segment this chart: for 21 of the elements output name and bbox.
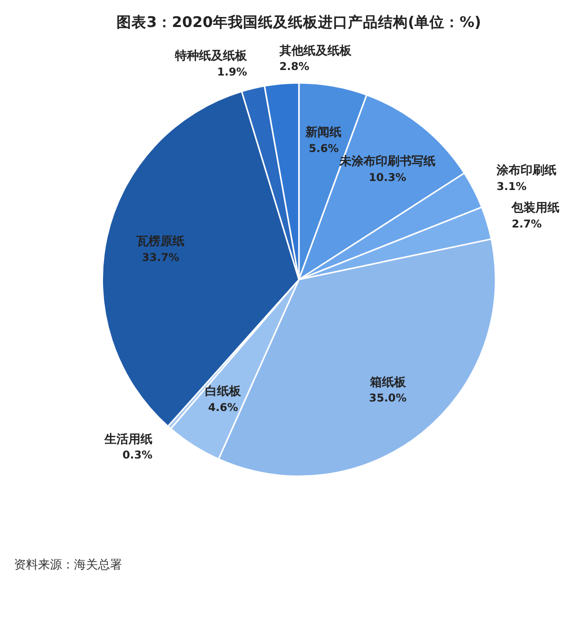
data-label: 35.0%	[369, 392, 407, 405]
data-label: 4.6%	[208, 400, 238, 414]
text: 资料来源：海关总署	[14, 558, 122, 572]
data-label: 33.7%	[142, 250, 180, 264]
slice-label: 箱纸板	[368, 374, 407, 389]
slice-label: 生活用纸	[103, 432, 152, 446]
data-label: 0.3%	[122, 448, 153, 462]
data-label: 10.3%	[368, 170, 406, 184]
slice-label: 特种纸及纸板	[174, 48, 248, 63]
slice-label: 新闻纸	[304, 125, 342, 140]
data-label: 5.6%	[308, 142, 339, 155]
slice-label: 涂布印刷纸	[496, 163, 557, 178]
data-label: 2.8%	[279, 60, 310, 73]
slice-label: 白纸板	[205, 384, 242, 398]
slice-label: 其他纸及纸板	[278, 43, 352, 58]
slice-label: 瓦楞原纸	[136, 234, 185, 248]
data-label: 2.7%	[512, 217, 542, 230]
chart-title: 图表3：2020年我国纸及纸板进口产品结构(单位：%)	[116, 14, 482, 31]
data-label: 3.1%	[496, 180, 527, 193]
data-label: 1.9%	[217, 65, 248, 78]
slice-label: 包装用纸	[510, 200, 560, 215]
